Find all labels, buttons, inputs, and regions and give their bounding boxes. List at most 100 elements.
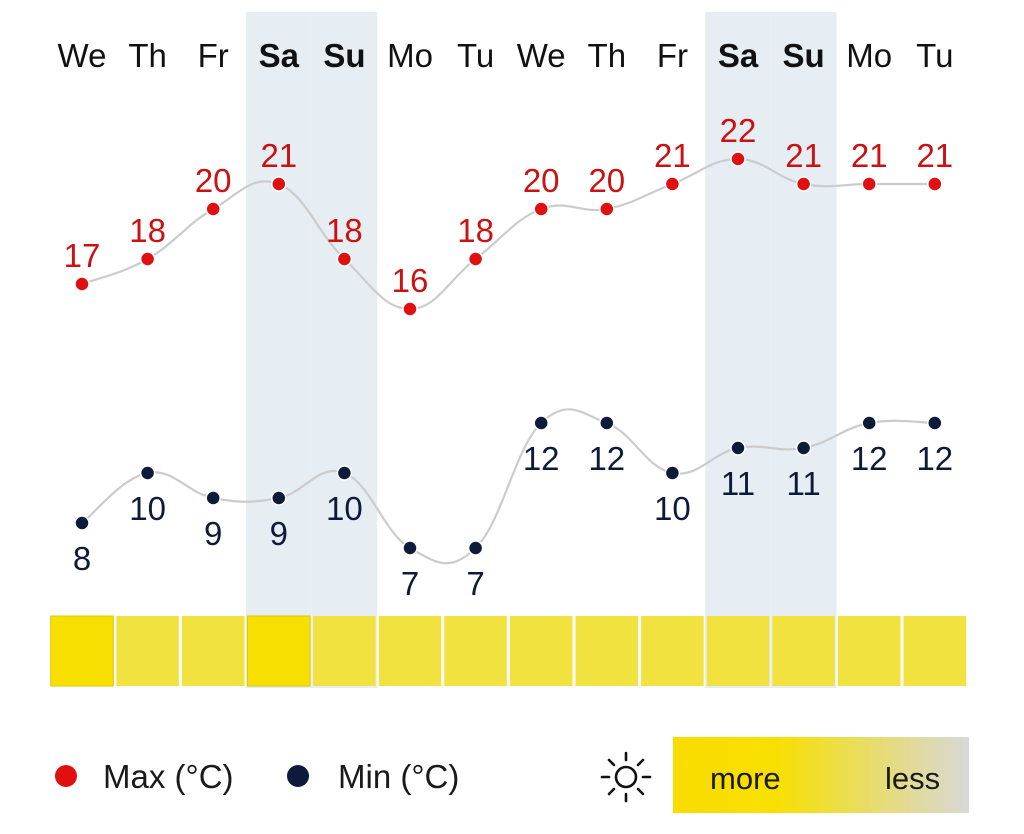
day-label: Su [783,37,825,74]
legend-min-marker [287,765,309,787]
max-point [795,176,812,192]
weekend-band [705,12,771,688]
weekend-band [311,12,378,688]
sunshine-cell [444,616,507,686]
day-label: We [58,37,107,74]
min-point [467,540,484,556]
max-point [664,176,681,192]
sunshine-cell [50,615,114,687]
max-point [861,176,877,192]
day-label: Sa [718,37,759,74]
legend-max-marker [55,765,77,787]
min-value-label: 11 [721,465,755,502]
max-point [730,151,746,167]
max-value-label: 21 [851,137,888,174]
max-point [402,301,418,317]
min-point [861,415,877,431]
sunshine-cell [706,616,770,686]
sunshine-cell [837,616,901,686]
weekend-bands [246,12,837,688]
day-label: We [517,37,566,74]
sunshine-cell [772,616,835,686]
day-label: Th [128,37,167,74]
max-point [74,276,90,292]
max-value-label: 18 [457,212,494,249]
max-point [599,201,615,217]
max-value-label: 16 [392,262,429,299]
scale-more-label: more [710,761,781,796]
sunshine-scale [673,737,969,813]
min-point [664,465,681,481]
max-value-label: 17 [64,237,101,274]
weekend-band [246,12,312,688]
min-point [533,415,549,431]
day-label: Th [588,37,627,74]
day-label: Su [323,37,365,74]
sunshine-cell [641,616,704,686]
day-label: Tu [457,37,494,74]
day-label: Sa [259,37,300,74]
max-value-label: 20 [195,162,232,199]
day-label: Tu [916,37,953,74]
sunshine-cell [378,616,442,686]
min-value-label: 12 [588,440,625,477]
min-series-line [81,408,935,565]
max-point [927,176,943,192]
max-value-label: 21 [654,137,691,174]
max-point [271,176,287,192]
max-value-label: 21 [785,137,822,174]
min-value-label: 10 [654,490,691,527]
sunshine-cell [903,616,967,686]
day-label: Mo [387,37,433,74]
day-label: Mo [846,37,892,74]
max-point [205,201,221,217]
min-point [139,465,156,481]
min-value-label: 9 [204,515,222,552]
sunshine-bar [50,615,967,687]
min-value-label: 7 [466,565,484,602]
min-point [74,515,90,531]
max-value-label: 18 [326,212,363,249]
day-label: Fr [657,37,688,74]
sun-icon [600,751,652,803]
min-value-label: 9 [270,515,288,552]
min-value-label: 12 [916,440,953,477]
temperature-points: 17 18 20 21 18 16 18 20 20 21 22 21 21 21 8 10 9 9 10 7 7 12 1… [64,112,954,602]
min-value-label: 8 [73,540,91,577]
min-point [205,490,221,506]
max-point [336,251,353,267]
min-point [795,440,812,456]
max-value-label: 20 [523,162,560,199]
max-value-label: 22 [720,112,757,149]
min-point [336,465,353,481]
legend: Max (°C) Min (°C) more less [55,737,969,813]
max-point [139,251,156,267]
max-series-line [81,157,935,311]
sunshine-cell [116,616,179,686]
min-value-label: 10 [326,490,363,527]
max-point [533,201,549,217]
sunshine-cell [509,616,573,686]
max-point [467,251,484,267]
legend-max-label: Max (°C) [103,758,234,795]
min-point [402,540,418,556]
min-point [599,415,615,431]
sunshine-cell [313,616,376,686]
min-value-label: 10 [129,490,166,527]
min-point [730,440,746,456]
min-point [271,490,287,506]
min-value-label: 11 [786,465,820,502]
min-point [927,415,943,431]
min-value-label: 12 [523,440,560,477]
legend-min-label: Min (°C) [338,758,459,795]
min-value-label: 12 [851,440,888,477]
max-value-label: 20 [588,162,625,199]
scale-less-label: less [885,761,940,796]
max-value-label: 21 [260,137,297,174]
weekend-band [770,12,837,688]
max-value-label: 21 [916,137,953,174]
sunshine-cell [575,616,639,686]
sunshine-cell [181,616,245,686]
